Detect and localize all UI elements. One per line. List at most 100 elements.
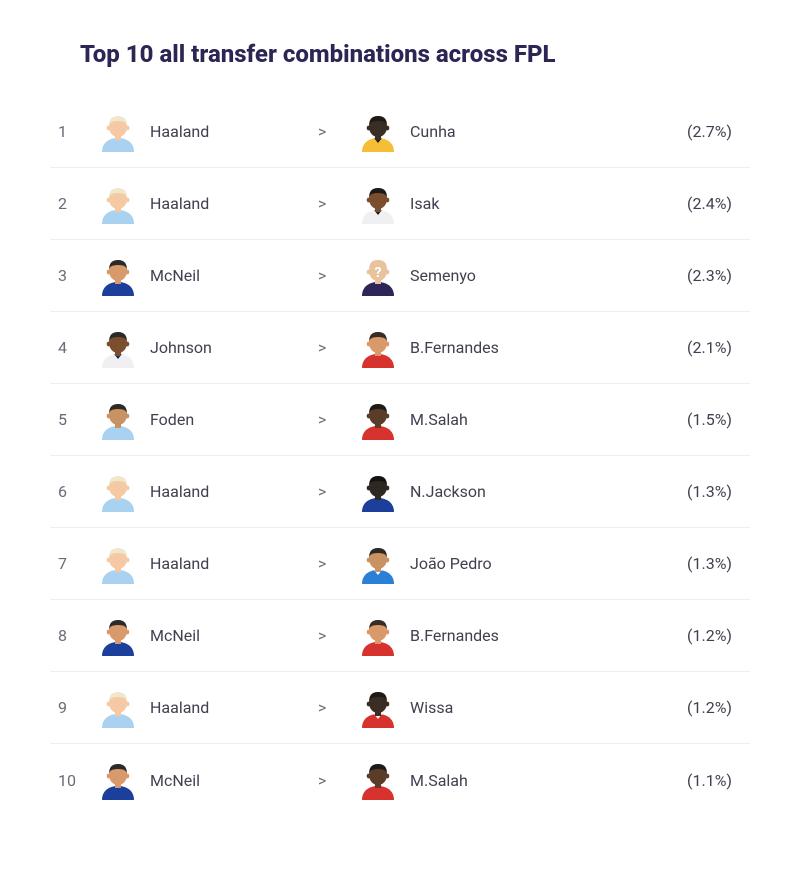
player-avatar-icon [358,328,398,368]
player-avatar-icon [358,544,398,584]
player-avatar-icon [98,688,138,728]
player-in: N.Jackson [358,472,578,512]
player-in: João Pedro [358,544,578,584]
rank-cell: 1 [58,122,98,141]
arrow-icon: > [318,266,358,285]
player-out: Haaland [98,112,318,152]
player-in-name: Isak [410,194,439,213]
player-out: Johnson [98,328,318,368]
player-avatar-icon [98,112,138,152]
player-out-name: Haaland [150,698,209,717]
player-out-name: Johnson [150,338,212,357]
player-avatar-icon [358,400,398,440]
player-out-name: Haaland [150,554,209,573]
player-in-name: N.Jackson [410,482,486,501]
player-in: M.Salah [358,760,578,800]
player-in-name: M.Salah [410,410,468,429]
player-in-name: João Pedro [410,554,492,573]
transfers-table: 1 Haaland > C [50,96,750,816]
table-row: 6 Haaland > N [50,456,750,528]
table-row: 10 McNeil > M [50,744,750,816]
player-out-name: Haaland [150,122,209,141]
player-in: Cunha [358,112,578,152]
table-row: 7 Haaland > J [50,528,750,600]
percent-cell: (2.3%) [687,266,732,285]
player-out: Haaland [98,688,318,728]
player-in-name: Wissa [410,698,453,717]
arrow-icon: > [318,122,358,141]
table-row: 8 McNeil > B. [50,600,750,672]
arrow-icon: > [318,482,358,501]
rank-cell: 9 [58,698,98,717]
arrow-icon: > [318,626,358,645]
player-avatar-icon [358,112,398,152]
player-avatar-icon [358,688,398,728]
player-avatar-icon [358,184,398,224]
table-row: 3 McNeil > ? S [50,240,750,312]
player-out: Haaland [98,184,318,224]
player-avatar-icon [98,400,138,440]
arrow-icon: > [318,554,358,573]
player-avatar-icon [98,184,138,224]
rank-cell: 7 [58,554,98,573]
player-out-name: Haaland [150,194,209,213]
percent-cell: (1.3%) [687,482,732,501]
player-in: M.Salah [358,400,578,440]
arrow-icon: > [318,698,358,717]
player-out-name: McNeil [150,771,200,790]
player-avatar-icon [98,544,138,584]
player-out: McNeil [98,760,318,800]
player-avatar-icon: ? [358,256,398,296]
player-avatar-icon [358,760,398,800]
player-in: ? Semenyo [358,256,578,296]
rank-cell: 2 [58,194,98,213]
percent-cell: (2.4%) [687,194,732,213]
player-out: Foden [98,400,318,440]
arrow-icon: > [318,771,358,790]
percent-cell: (2.1%) [687,338,732,357]
table-row: 9 Haaland > W [50,672,750,744]
percent-cell: (1.5%) [687,410,732,429]
player-in-name: Semenyo [410,266,476,285]
player-avatar-icon [98,472,138,512]
player-in-name: B.Fernandes [410,626,499,645]
percent-cell: (1.2%) [687,698,732,717]
player-out: Haaland [98,472,318,512]
player-out-name: Haaland [150,482,209,501]
player-avatar-icon [358,616,398,656]
player-avatar-icon [98,328,138,368]
rank-cell: 3 [58,266,98,285]
table-row: 5 Foden > M.S [50,384,750,456]
player-in-name: B.Fernandes [410,338,499,357]
player-out-name: McNeil [150,266,200,285]
page-title: Top 10 all transfer combinations across … [50,40,750,68]
player-in-name: M.Salah [410,771,468,790]
arrow-icon: > [318,338,358,357]
player-in-name: Cunha [410,122,456,141]
percent-cell: (1.2%) [687,626,732,645]
player-avatar-icon [98,616,138,656]
arrow-icon: > [318,194,358,213]
player-avatar-icon [358,472,398,512]
player-in: Wissa [358,688,578,728]
player-out-name: McNeil [150,626,200,645]
player-out: McNeil [98,616,318,656]
arrow-icon: > [318,410,358,429]
player-in: Isak [358,184,578,224]
table-row: 1 Haaland > C [50,96,750,168]
player-in: B.Fernandes [358,616,578,656]
percent-cell: (2.7%) [687,122,732,141]
table-row: 4 Johnson > B [50,312,750,384]
player-avatar-icon [98,760,138,800]
rank-cell: 4 [58,338,98,357]
player-out: Haaland [98,544,318,584]
player-in: B.Fernandes [358,328,578,368]
svg-text:?: ? [375,265,382,281]
rank-cell: 8 [58,626,98,645]
percent-cell: (1.1%) [687,771,732,790]
player-avatar-icon [98,256,138,296]
table-row: 2 Haaland > I [50,168,750,240]
rank-cell: 5 [58,410,98,429]
rank-cell: 10 [58,771,98,790]
player-out-name: Foden [150,410,194,429]
